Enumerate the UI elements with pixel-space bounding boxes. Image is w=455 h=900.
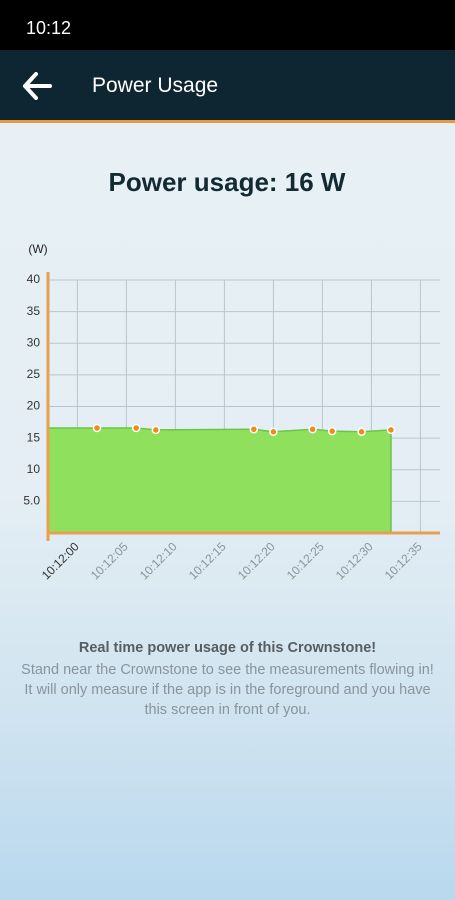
y-tick-label: 30 [27, 335, 41, 349]
data-point [92, 423, 102, 433]
back-button[interactable] [22, 72, 52, 100]
data-point [327, 426, 337, 436]
app-header: Power Usage [0, 50, 455, 123]
x-tick-label: 10:12:10 [137, 539, 180, 582]
x-tick-label: 10:12:00 [39, 539, 82, 582]
y-tick-label: 35 [27, 304, 41, 318]
x-tick-label: 10:12:20 [235, 539, 278, 582]
data-point [249, 425, 259, 434]
x-tick-label: 10:12:30 [333, 539, 376, 582]
info: Real time power usage of this Crownstone… [20, 638, 435, 720]
chart: Power usage: 16 W (W) 5.0 10 15 20 25 30 35 40 1… [23, 167, 440, 582]
y-tick-label: 15 [27, 430, 41, 444]
y-tick-label: 20 [27, 399, 41, 413]
data-point [357, 427, 366, 437]
y-tick-label: 40 [27, 272, 41, 286]
x-tick-label: 10:12:05 [88, 539, 131, 582]
status-bar: 10:12 [0, 0, 455, 50]
data-point [308, 425, 317, 434]
header-title: Power Usage [92, 74, 219, 97]
chart-title: Power usage: 16 W [109, 167, 346, 197]
clock: 10:12 [26, 18, 72, 38]
data-point [386, 425, 396, 435]
data-point [151, 425, 161, 435]
x-tick-label: 10:12:25 [284, 539, 327, 582]
y-tick-label: 5.0 [23, 494, 40, 508]
y-tick-label: 25 [27, 367, 41, 381]
area [47, 427, 392, 534]
data-point [131, 423, 141, 433]
data-point [269, 427, 278, 437]
y-axis-label: (W) [28, 242, 47, 256]
info-body: Stand near the Crownstone to see the mea… [21, 662, 434, 718]
info-heading: Real time power usage of this Crownstone… [78, 640, 377, 656]
x-tick-label: 10:12:35 [382, 539, 425, 582]
y-tick-label: 10 [27, 462, 41, 476]
x-tick-label: 10:12:15 [186, 539, 229, 582]
